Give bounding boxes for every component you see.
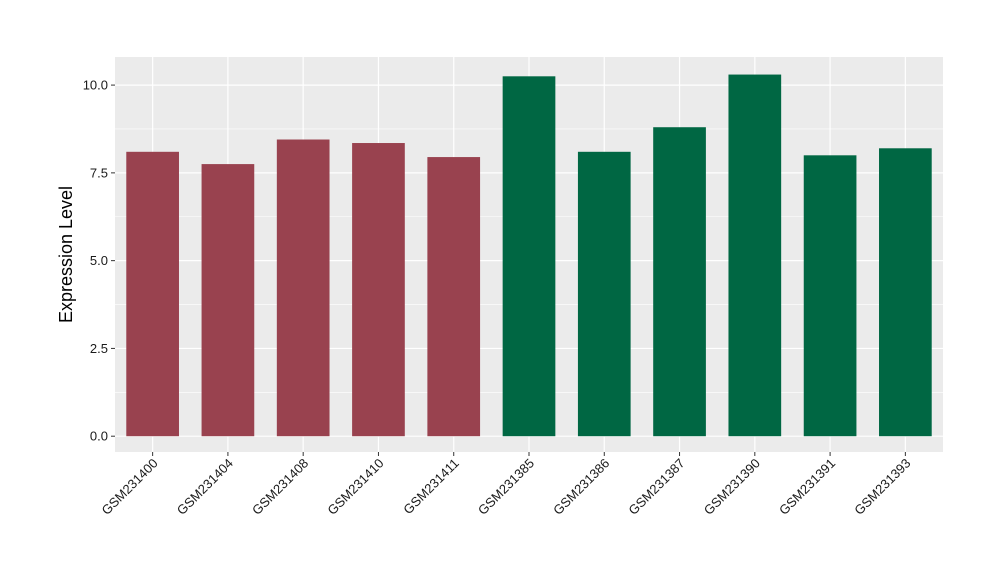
bar-GSM231390 (728, 74, 782, 437)
y-tick-label: 10.0 (83, 78, 108, 93)
x-tick-label: GSM231391 (776, 456, 838, 518)
bar-GSM231408 (276, 139, 330, 437)
x-tick-label: GSM231400 (99, 456, 161, 518)
bar-GSM231411 (427, 157, 481, 437)
bar-GSM231387 (653, 127, 706, 437)
x-axis: GSM231400 GSM231404 GSM231408 GSM231410 GSM2… (99, 452, 913, 518)
bar-GSM231386 (577, 151, 631, 437)
bar-GSM231410 (352, 143, 405, 437)
y-tick-label: 0.0 (90, 429, 108, 444)
bar-GSM231385 (502, 76, 556, 437)
x-tick-label: GSM231385 (475, 456, 537, 518)
x-tick-label: GSM231411 (400, 456, 462, 518)
y-tick-label: 7.5 (90, 165, 108, 180)
y-tick-label: 5.0 (90, 253, 108, 268)
x-tick-label: GSM231404 (174, 456, 236, 518)
x-tick-label: GSM231410 (324, 456, 386, 518)
bars (126, 74, 932, 437)
y-axis-title: Expression Level (56, 186, 76, 323)
bar-GSM231404 (201, 164, 255, 437)
x-tick-label: GSM231408 (249, 456, 311, 518)
y-tick-label: 2.5 (90, 341, 108, 356)
x-tick-label: GSM231393 (851, 456, 913, 518)
x-tick-label: GSM231386 (550, 456, 612, 518)
bar-GSM231393 (879, 148, 932, 437)
bar-GSM231391 (803, 155, 857, 437)
x-tick-label: GSM231390 (701, 456, 763, 518)
y-axis: 0.0 2.5 5.0 7.5 10.0 (83, 78, 115, 444)
x-tick-label: GSM231387 (625, 456, 687, 518)
bar-GSM231400 (126, 151, 179, 437)
